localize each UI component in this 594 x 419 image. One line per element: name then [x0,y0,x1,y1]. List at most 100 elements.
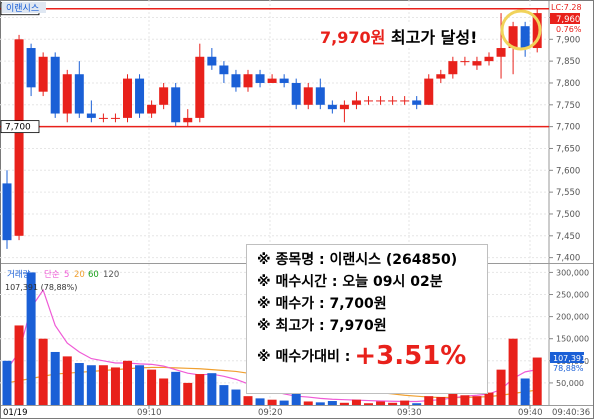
volume-bar [315,402,325,405]
volume-bar [255,398,265,405]
volume-value-marker [550,352,584,363]
candle-body [207,56,217,66]
candle-body [448,61,458,75]
info-ratio-label: ※ 매수가대비 : [257,349,351,365]
candle-body [388,100,398,102]
volume-bar [147,369,157,405]
price-tick-label: 7,450 [556,232,580,242]
svg-text:7,700: 7,700 [5,123,31,133]
volume-axis [549,265,594,405]
volume-bar [110,367,120,405]
volume-bar [195,374,205,405]
price-tick-label: 7,850 [556,57,580,67]
high-price-callout: 7,970원 최고가 달성! [318,24,480,48]
volume-bar [50,351,60,405]
candle-body [159,87,169,105]
volume-bar [243,396,253,405]
candle-body [460,61,470,63]
info-ratio-value: +3.51% [354,341,467,371]
candle-body [412,100,422,105]
candle-body [74,74,84,114]
volume-bar [2,360,12,405]
volume-tick-label: 150,000 [556,335,589,344]
volume-axis-readouts: 107,391 78,88% [550,352,586,373]
time-label-0940: 09:40 [518,408,543,418]
time-label-date: 01/19 [3,408,28,418]
candle-body [2,183,12,241]
candle-body [50,56,60,114]
info-high-price: ※ 최고가 : 7,970원 [257,318,387,334]
lc-label: LC:7.28 [551,3,582,12]
volume-bar [327,401,337,405]
volume-tick-label: 50,000 [556,379,584,388]
trade-info-box: ※ 종목명 : 이랜시스 (264850) ※ 매수시간 : 오늘 09시 02… [246,244,488,394]
candle-body [303,87,313,105]
volume-bar [412,403,422,405]
period-20: 20 [74,270,85,280]
current-price: 7,960 [556,15,580,25]
time-label-0920: 09:20 [258,408,283,418]
volume-bar [424,396,434,405]
candle-body [183,117,193,123]
volume-bar [219,385,229,405]
candlesticks [2,8,542,249]
candle-body [291,82,301,105]
candle-body [327,104,337,110]
info-buy-price: ※ 매수가 : 7,700원 [257,296,387,312]
change-pct: 0.76% [556,25,582,34]
candle-body [195,56,205,118]
volume-bar [279,400,289,405]
volume-bar [62,356,72,405]
volume-bar [183,382,193,405]
candle-body [110,117,120,119]
candle-body [315,87,325,105]
candle-body [86,113,96,118]
candle-body [26,48,36,88]
candle-body [424,78,434,105]
candle-body [508,26,518,49]
volume-bar [448,391,458,405]
volume-tick-label: 300,000 [556,268,589,277]
volume-bar [159,378,169,405]
volume-bar [400,400,410,405]
highlight-circle [500,9,542,51]
price-tick-label: 7,700 [556,123,580,133]
volume-title: 거래량 [7,269,31,280]
price-tick-label: 7,600 [556,166,580,176]
candle-body [351,100,361,105]
volume-bars [2,272,542,405]
time-axis [0,405,594,419]
volume-marker-value: 107,391 [553,354,586,363]
volume-bar [74,363,84,405]
buy-line-tag: 7,700 [0,120,40,134]
candle-body [123,78,132,118]
price-tick-label: 7,800 [556,79,580,89]
volume-bar [376,401,386,405]
volume-bar [508,338,518,405]
volume-bar [532,357,542,405]
volume-tick-label: 250,000 [556,291,589,300]
price-tick-label: 7,400 [556,254,580,264]
candle-body [14,39,24,236]
volume-bar [339,402,349,405]
volume-bar [135,365,145,405]
volume-bar [123,360,132,405]
volume-bar [303,401,313,405]
current-price-marker [550,13,580,24]
volume-bar [436,397,446,405]
ma-label: 단순 [44,269,60,280]
candle-body [243,74,253,88]
volume-bar [484,392,494,405]
volume-bar [171,371,181,405]
volume-bar [231,389,241,405]
candle-body [255,74,265,83]
volume-bar [460,395,470,405]
price-axis [549,0,594,262]
volume-marker-pct: 78,88% [553,364,584,373]
volume-legend: 거래량 단순 5 20 60 120 107,391 (78,88%) [5,269,119,292]
volume-bar [98,365,108,405]
callout-text: 최고가 달성! [385,28,478,47]
candle-body [38,56,48,92]
time-label-current: 09:40:36 [552,408,590,418]
volume-value-text: 107,391 (78,88%) [5,283,77,292]
